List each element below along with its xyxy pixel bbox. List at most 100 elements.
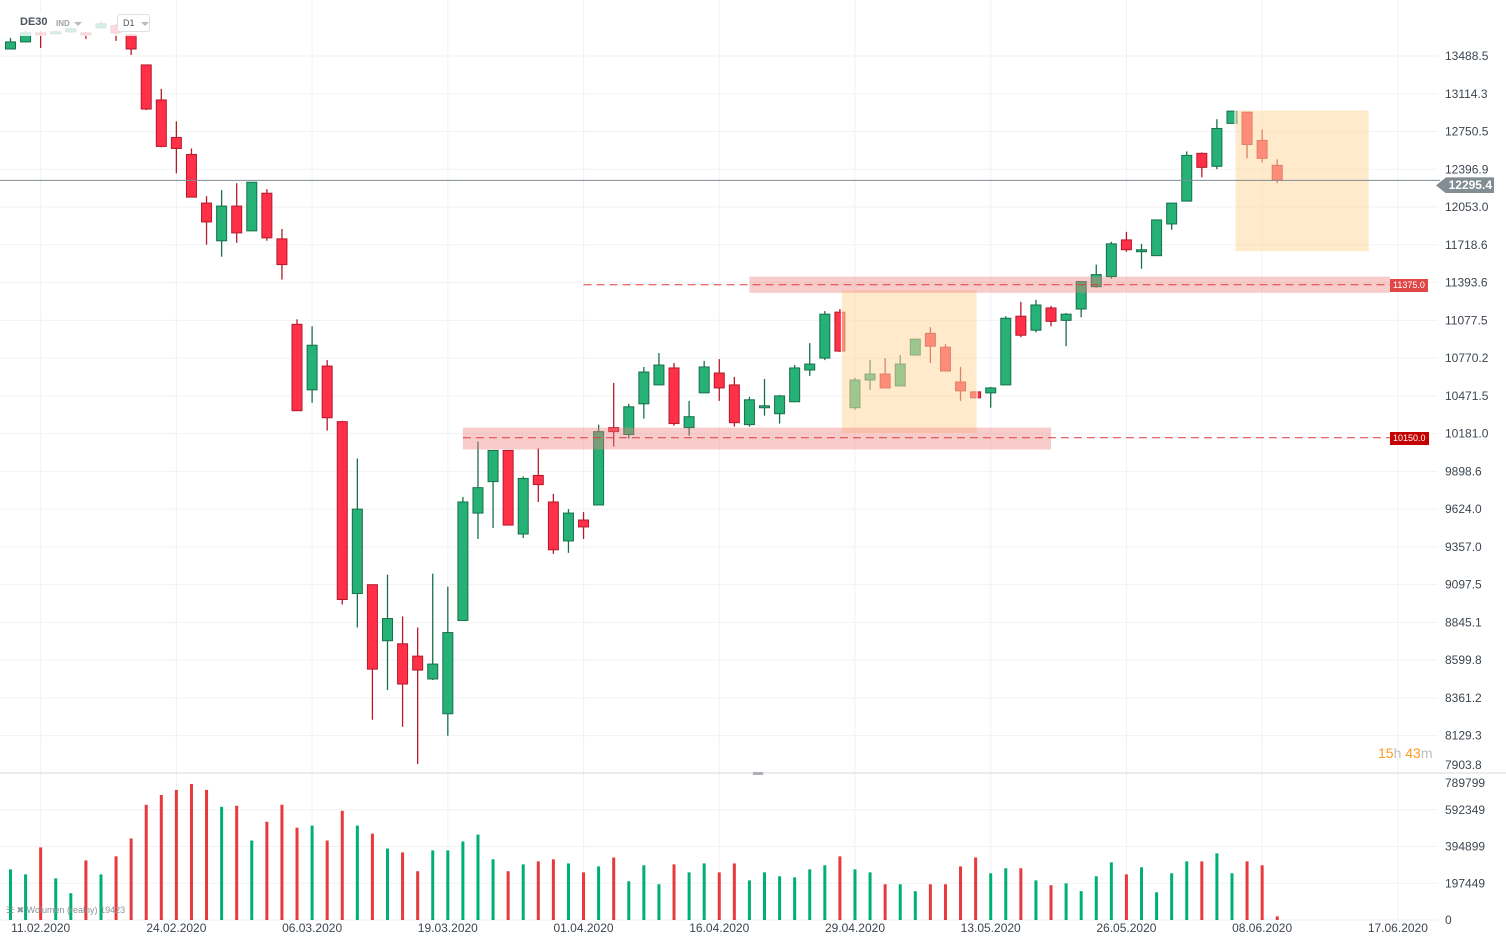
candle-bullish[interactable] — [351, 508, 363, 595]
volume-bar[interactable] — [1124, 874, 1128, 920]
volume-bar[interactable] — [114, 856, 118, 920]
volume-bar[interactable] — [1004, 868, 1008, 920]
volume-bar[interactable] — [129, 838, 133, 920]
candle-bearish[interactable] — [1196, 152, 1208, 168]
instrument-type-dropdown[interactable]: IND — [56, 19, 82, 28]
level-tag-support[interactable]: 10150.0 — [1390, 431, 1429, 445]
candle-bearish[interactable] — [412, 655, 424, 671]
volume-bar[interactable] — [24, 874, 28, 920]
volume-bar[interactable] — [280, 804, 284, 920]
volume-bar[interactable] — [340, 810, 344, 920]
candle-bullish[interactable] — [562, 512, 574, 542]
volume-bar[interactable] — [370, 833, 374, 920]
candle-bullish[interactable] — [1151, 219, 1163, 257]
volume-bar[interactable] — [898, 884, 902, 920]
volume-bar[interactable] — [989, 873, 993, 920]
candle-bearish[interactable] — [140, 64, 152, 110]
candle-bullish[interactable] — [774, 395, 786, 415]
volume-bar[interactable] — [506, 871, 510, 920]
volume-bar[interactable] — [853, 869, 857, 920]
volume-bar[interactable] — [1170, 873, 1174, 920]
candle-bullish[interactable] — [1060, 313, 1072, 321]
volume-bar[interactable] — [672, 864, 676, 920]
candle-bullish[interactable] — [487, 449, 499, 483]
volume-bar[interactable] — [69, 893, 73, 920]
candle-bullish[interactable] — [623, 406, 635, 436]
volume-bar[interactable] — [657, 884, 661, 920]
volume-bar[interactable] — [1094, 876, 1098, 920]
candle-bearish[interactable] — [336, 421, 348, 601]
volume-bar[interactable] — [1049, 885, 1053, 920]
volume-bar[interactable] — [521, 864, 525, 920]
candle-bullish[interactable] — [517, 477, 529, 535]
volume-bar[interactable] — [310, 825, 314, 920]
volume-bar[interactable] — [54, 878, 58, 920]
candle-bearish[interactable] — [668, 367, 680, 425]
volume-bar[interactable] — [99, 874, 103, 920]
volume-bar[interactable] — [763, 872, 766, 920]
volume-bar[interactable] — [84, 860, 88, 920]
volume-bar[interactable] — [1215, 853, 1219, 920]
volume-bar[interactable] — [1260, 865, 1264, 920]
volume-bar[interactable] — [974, 857, 978, 920]
candle-bearish[interactable] — [713, 372, 725, 389]
candle-bullish[interactable] — [1181, 154, 1193, 202]
volume-bar[interactable] — [582, 872, 586, 920]
candle-bearish[interactable] — [1015, 315, 1027, 336]
volume-bar[interactable] — [386, 848, 389, 920]
candle-bearish[interactable] — [170, 136, 182, 149]
timeframe-dropdown[interactable]: D1 — [117, 14, 150, 32]
volume-bar[interactable] — [959, 866, 963, 920]
candle-bearish[interactable] — [1045, 307, 1057, 322]
volume-bar[interactable] — [627, 881, 631, 920]
volume-bar[interactable] — [642, 865, 646, 920]
candle-bearish[interactable] — [125, 34, 137, 50]
candle-bearish[interactable] — [608, 427, 620, 433]
candle-bearish[interactable] — [185, 153, 197, 198]
candle-bullish[interactable] — [683, 416, 695, 429]
volume-bar[interactable] — [551, 859, 555, 920]
volume-bar[interactable] — [747, 880, 751, 920]
candle-bearish[interactable] — [547, 501, 559, 551]
volume-bar[interactable] — [220, 806, 224, 920]
volume-bar[interactable] — [174, 789, 178, 920]
candle-bullish[interactable] — [638, 371, 650, 405]
volume-bar[interactable] — [597, 866, 601, 920]
candle-bullish[interactable] — [985, 387, 997, 394]
candle-bullish[interactable] — [804, 363, 816, 371]
candle-bullish[interactable] — [743, 399, 755, 426]
level-tag-resistance[interactable]: 11375.0 — [1390, 278, 1428, 292]
volume-bar[interactable] — [793, 877, 797, 920]
volume-bar[interactable] — [491, 859, 495, 920]
volume-bar[interactable] — [913, 891, 917, 920]
candle-bullish[interactable] — [306, 344, 318, 391]
volume-bar[interactable] — [401, 852, 405, 920]
candle-bullish[interactable] — [759, 405, 770, 409]
volume-bar[interactable] — [928, 884, 932, 920]
volume-bar[interactable] — [1019, 868, 1023, 920]
volume-bar[interactable] — [883, 884, 887, 920]
candle-bullish[interactable] — [246, 181, 258, 232]
candle-bearish[interactable] — [291, 323, 303, 412]
candle-bullish[interactable] — [382, 618, 393, 642]
volume-bar[interactable] — [717, 872, 721, 920]
candle-bullish[interactable] — [427, 663, 439, 680]
candle-bearish[interactable] — [231, 205, 243, 234]
volume-bar[interactable] — [416, 871, 420, 920]
volume-bar[interactable] — [566, 863, 570, 920]
volume-bar[interactable] — [295, 827, 299, 920]
candle-bearish[interactable] — [155, 99, 167, 147]
volume-bar[interactable] — [1155, 892, 1159, 920]
volume-bar[interactable] — [838, 856, 842, 920]
volume-bar[interactable] — [9, 869, 12, 920]
candle-bullish[interactable] — [1030, 304, 1042, 331]
volume-bar[interactable] — [732, 863, 736, 920]
candle-bearish[interactable] — [321, 365, 333, 419]
volume-bar[interactable] — [778, 876, 782, 920]
volume-bar[interactable] — [159, 794, 163, 920]
volume-bar[interactable] — [1185, 861, 1189, 920]
volume-bar[interactable] — [943, 884, 947, 920]
candle-bearish[interactable] — [276, 238, 288, 266]
volume-bar[interactable] — [868, 872, 872, 920]
